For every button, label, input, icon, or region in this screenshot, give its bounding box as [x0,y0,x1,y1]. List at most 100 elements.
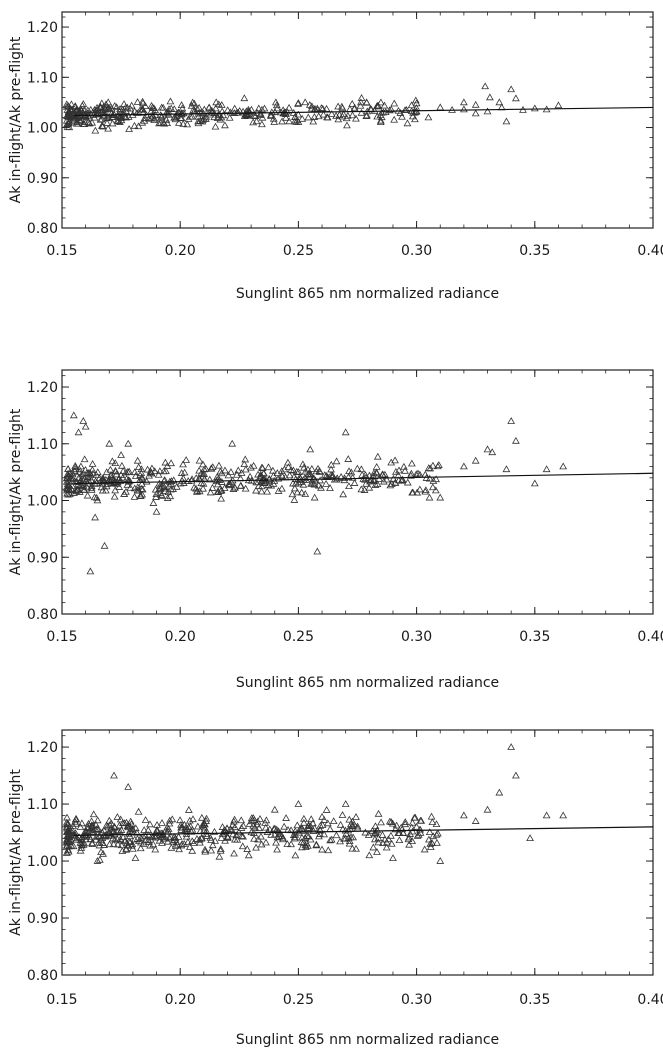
data-point [113,813,122,820]
data-point [92,832,101,840]
data-point [101,105,110,113]
data-point [124,112,133,120]
x-tick-label: 0.30 [401,629,432,645]
data-point [262,838,270,846]
data-point [197,479,206,487]
data-point [252,486,260,494]
data-point [184,477,193,484]
data-point [542,465,551,473]
data-point [77,841,86,849]
data-point [128,840,137,848]
data-point [62,102,71,110]
data-point [244,108,253,116]
data-point [184,806,193,813]
data-point [386,481,395,489]
data-point [92,493,101,501]
data-point [131,854,140,861]
data-point [118,105,127,113]
data-point [322,806,331,813]
data-point [271,98,280,106]
data-point [254,835,263,843]
data-point [124,821,133,829]
data-point [401,106,409,114]
data-point [110,771,118,779]
data-point [213,473,222,480]
data-point [65,109,73,117]
data-point [236,482,245,489]
data-point [317,104,326,111]
data-point [178,839,186,847]
data-point [182,456,191,463]
data-point [177,820,185,828]
data-point [481,82,490,90]
data-point [342,114,351,122]
data-point [377,818,385,826]
data-point [69,842,78,850]
data-point [369,843,378,851]
data-point [81,422,90,430]
data-point [344,826,353,834]
data-point [63,120,71,128]
data-point [344,473,353,480]
data-point [116,118,124,125]
data-point [310,824,319,832]
data-point [268,466,277,474]
data-point [97,99,106,107]
y-tick-label: 1.20 [27,740,58,756]
x-tick-label: 0.35 [519,992,550,1008]
data-point [174,832,183,840]
data-point [293,821,302,829]
data-point [64,847,73,855]
x-tick-label: 0.30 [401,243,432,259]
data-point [200,819,208,826]
y-tick-label: 0.90 [27,550,58,566]
x-tick-label: 0.35 [519,629,550,645]
data-point [277,467,286,475]
data-point [307,104,316,112]
data-point [197,108,206,116]
data-point [106,465,115,473]
data-point [332,457,341,465]
data-point [206,488,215,496]
data-point [243,111,252,119]
data-point [155,836,164,844]
data-point [373,480,382,488]
data-point [365,851,374,859]
data-point [169,476,178,484]
data-point [171,841,180,849]
data-point [190,99,199,107]
data-point [280,465,289,473]
data-point [231,835,239,843]
data-point [395,836,404,844]
data-point [256,814,264,822]
y-tick-label: 1.00 [27,854,58,870]
data-point [233,470,241,478]
data-point [338,811,347,818]
data-point [315,832,323,840]
data-point [316,821,325,829]
plot-frame [61,729,654,976]
data-point [133,456,142,464]
data-point [120,100,128,107]
data-point [115,483,124,490]
data-point [193,486,202,494]
data-point [429,477,438,484]
data-point [63,473,71,481]
x-tick-label: 0.25 [283,992,314,1008]
data-point [210,827,219,835]
data-point [208,484,217,491]
data-point [289,466,298,474]
data-point [64,464,72,472]
data-point [86,567,95,575]
data-point [118,819,127,826]
x-tick-label: 0.35 [519,243,550,259]
data-point [130,121,139,129]
data-point [337,473,346,480]
data-point [96,115,105,123]
data-point [160,484,169,492]
data-point [361,471,370,478]
data-point [273,833,282,841]
data-point [339,110,348,118]
data-point [211,104,220,112]
data-point [387,458,396,466]
